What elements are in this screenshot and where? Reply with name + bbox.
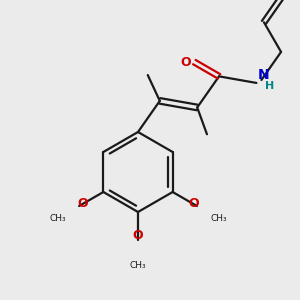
Text: CH₃: CH₃ [130, 260, 146, 269]
Text: CH₃: CH₃ [210, 214, 227, 223]
Text: H: H [266, 81, 275, 91]
Text: N: N [257, 68, 269, 82]
Text: O: O [133, 229, 143, 242]
Text: O: O [181, 56, 191, 69]
Text: O: O [77, 197, 88, 210]
Text: O: O [188, 197, 199, 210]
Text: CH₃: CH₃ [49, 214, 66, 223]
